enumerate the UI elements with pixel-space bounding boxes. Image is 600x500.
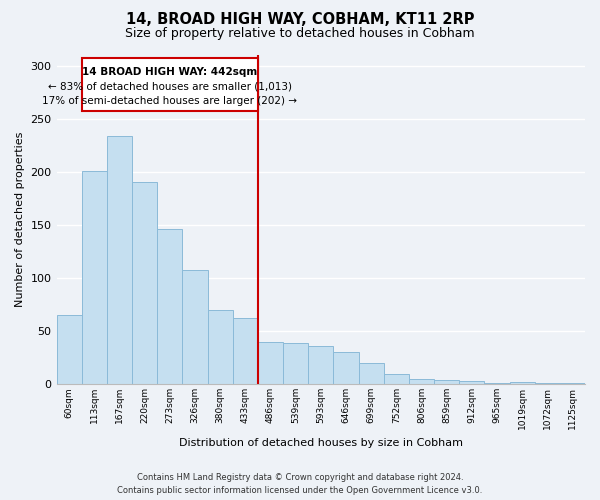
Bar	[283, 343, 308, 384]
Bar	[258, 342, 283, 384]
Bar	[409, 379, 434, 384]
Bar	[434, 380, 459, 384]
Bar	[56, 315, 82, 384]
Text: 17% of semi-detached houses are larger (202) →: 17% of semi-detached houses are larger (…	[42, 96, 297, 106]
Bar	[359, 363, 383, 384]
Text: Contains HM Land Registry data © Crown copyright and database right 2024.
Contai: Contains HM Land Registry data © Crown c…	[118, 473, 482, 495]
Bar	[233, 318, 258, 384]
Bar	[459, 381, 484, 384]
Bar	[208, 310, 233, 384]
Text: 14, BROAD HIGH WAY, COBHAM, KT11 2RP: 14, BROAD HIGH WAY, COBHAM, KT11 2RP	[126, 12, 474, 28]
FancyBboxPatch shape	[82, 58, 258, 112]
Bar	[132, 182, 157, 384]
Text: 14 BROAD HIGH WAY: 442sqm: 14 BROAD HIGH WAY: 442sqm	[82, 66, 257, 76]
Bar	[383, 374, 409, 384]
Bar	[82, 171, 107, 384]
Text: Size of property relative to detached houses in Cobham: Size of property relative to detached ho…	[125, 28, 475, 40]
Bar	[182, 270, 208, 384]
Y-axis label: Number of detached properties: Number of detached properties	[15, 132, 25, 308]
X-axis label: Distribution of detached houses by size in Cobham: Distribution of detached houses by size …	[179, 438, 463, 448]
Bar	[334, 352, 359, 384]
Bar	[107, 136, 132, 384]
Bar	[560, 383, 585, 384]
Bar	[157, 229, 182, 384]
Bar	[308, 346, 334, 385]
Bar	[484, 383, 509, 384]
Bar	[535, 383, 560, 384]
Text: ← 83% of detached houses are smaller (1,013): ← 83% of detached houses are smaller (1,…	[48, 82, 292, 92]
Bar	[509, 382, 535, 384]
